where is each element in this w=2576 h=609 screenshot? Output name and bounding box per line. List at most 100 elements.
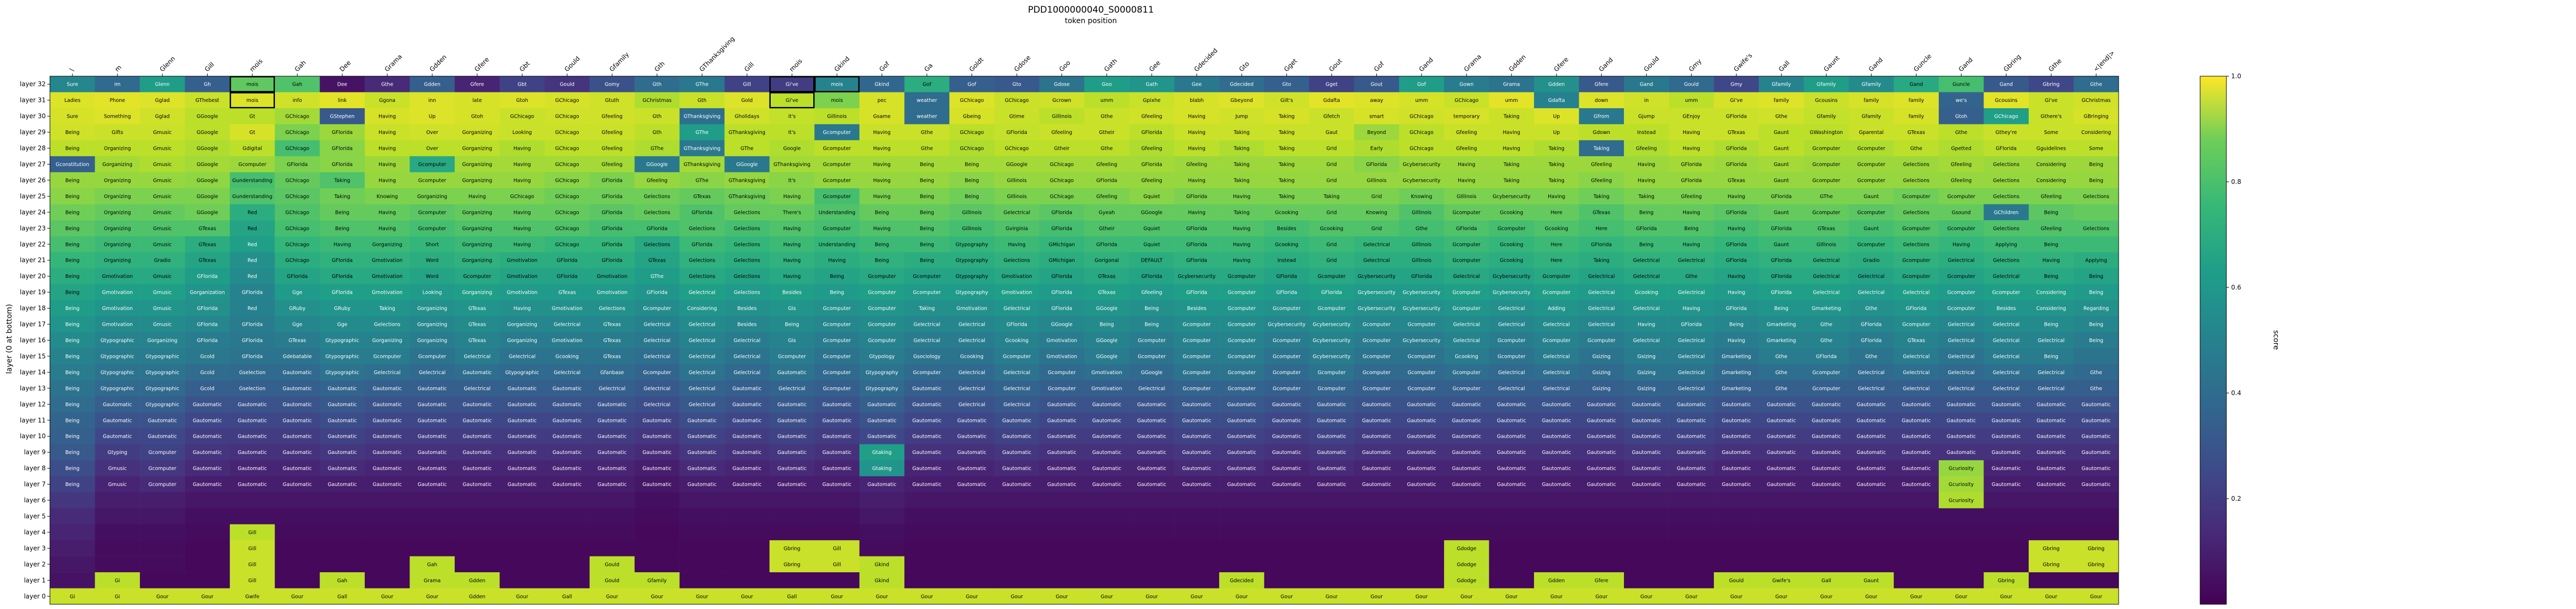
heatmap-cell <box>140 332 185 349</box>
cell-label: GGoogle <box>197 162 218 168</box>
cell-label: Gorganizing <box>147 338 177 344</box>
heatmap-cell <box>769 172 815 189</box>
heatmap-cell <box>140 556 185 573</box>
column-label: Dee <box>338 59 352 73</box>
cell-label: Gautomatic <box>238 434 267 440</box>
heatmap-cell <box>499 172 545 189</box>
cell-label: Gelections <box>689 258 715 264</box>
heatmap-cell <box>1129 76 1174 92</box>
cell-label: Gmarketing <box>1767 322 1796 328</box>
cell-label: Gour <box>201 594 213 600</box>
cell-label: Gautomatic <box>688 482 717 488</box>
heatmap-cell <box>1894 76 1939 92</box>
heatmap-cell <box>1714 524 1759 541</box>
cell-label: Gaunt <box>1774 146 1789 152</box>
cell-label: Gour <box>426 594 438 600</box>
cell-label: Gorganizing <box>417 194 447 200</box>
heatmap-cell <box>1489 124 1535 141</box>
heatmap-cell <box>1399 572 1445 589</box>
cell-label: Being <box>65 418 79 424</box>
heatmap-cell <box>1848 156 1894 173</box>
cell-label: Being <box>920 210 934 215</box>
cell-label: Gaunt <box>1774 130 1789 136</box>
cell-label: Gge <box>292 322 302 328</box>
heatmap-cell <box>1759 156 1804 173</box>
heatmap-cell <box>185 204 230 221</box>
cell-label: Having <box>873 178 891 183</box>
heatmap-cell <box>1624 268 1669 285</box>
heatmap-cell <box>724 236 770 253</box>
heatmap-cell <box>410 156 455 173</box>
heatmap-cell <box>1714 76 1759 92</box>
heatmap-cell <box>1039 188 1085 204</box>
cell-label: Gdigital <box>243 146 262 152</box>
cell-label: Gelectrical <box>1993 338 2020 344</box>
cell-label: Gfeeling <box>601 114 622 120</box>
heatmap-cell <box>1489 92 1535 109</box>
heatmap-cell <box>544 508 590 525</box>
heatmap-cell <box>1444 524 1489 541</box>
cell-label: Gautomatic <box>148 418 177 424</box>
heatmap-cell <box>230 332 275 349</box>
heatmap-cell <box>679 220 725 236</box>
cell-label: Being <box>965 194 979 200</box>
heatmap-cell <box>814 92 860 109</box>
cell-label: Gaunt <box>1774 242 1789 247</box>
cell-label: Gautomatic <box>553 466 581 472</box>
cell-label: Gautomatic <box>957 450 986 456</box>
heatmap-cell <box>454 124 500 141</box>
heatmap-cell <box>1489 332 1535 349</box>
cell-label: Gautomatic <box>598 482 627 488</box>
cell-label: Gautomatic <box>957 482 986 488</box>
heatmap-cell <box>140 92 185 109</box>
heatmap-cell <box>1848 556 1894 573</box>
cell-label: we's <box>1956 98 1967 104</box>
cell-label: GFlorida <box>692 210 713 215</box>
cell-label: Gcybersecurity <box>1403 306 1440 312</box>
heatmap-cell <box>1894 188 1939 204</box>
cell-label: im <box>114 82 120 88</box>
heatmap-cell <box>1534 300 1579 317</box>
cell-label: GChicago <box>285 146 310 152</box>
heatmap-cell <box>1174 108 1220 125</box>
heatmap-cell <box>1354 524 1399 541</box>
cell-label: Having <box>1233 194 1250 200</box>
cell-label: Gautomatic <box>238 482 267 488</box>
heatmap-cell <box>769 76 815 92</box>
cell-label: Gelectrical <box>1633 274 1660 280</box>
cell-label: Gautomatic <box>2037 418 2066 424</box>
cell-label: GFlorida <box>1726 306 1747 312</box>
cell-label: GFlorida <box>1906 306 1927 312</box>
heatmap-cell <box>904 268 950 285</box>
heatmap-cell <box>320 300 365 317</box>
column-label: Gdden <box>428 53 448 73</box>
heatmap-cell <box>1129 508 1174 525</box>
heatmap-cell <box>1084 508 1130 525</box>
colorbar-tick-label: 0.6 <box>2231 284 2241 291</box>
cell-label: Gelections <box>1903 178 1929 183</box>
cell-label: Goo <box>1102 82 1112 88</box>
cell-label: Being <box>65 466 79 472</box>
cell-label: Gautomatic <box>1587 466 1616 472</box>
heatmap-cell <box>410 332 455 349</box>
heatmap-cell <box>1984 236 2029 253</box>
cell-label: Gcooking <box>1635 290 1658 296</box>
cell-label: Gorganizing <box>103 162 132 168</box>
cell-label: GTexas <box>1817 226 1835 232</box>
cell-label: Gquiet <box>1143 242 1160 247</box>
cell-label: Gautomatic <box>417 386 446 391</box>
heatmap-cell <box>679 524 725 541</box>
heatmap-cell <box>1579 316 1624 333</box>
heatmap-cell <box>1399 140 1445 157</box>
cell-label: Gautomatic <box>1137 450 1166 456</box>
heatmap-cell <box>949 508 995 525</box>
cell-label: GFlorida <box>1726 114 1747 120</box>
cell-label: GFlorida <box>287 274 308 280</box>
heatmap-cell <box>140 492 185 509</box>
heatmap-cell <box>1039 220 1085 236</box>
cell-label: Considering <box>687 306 717 312</box>
cell-label: Gautomatic <box>463 370 492 376</box>
cell-label: Gelectrical <box>2038 338 2064 344</box>
cell-label: Gcomputer <box>1902 258 1930 264</box>
